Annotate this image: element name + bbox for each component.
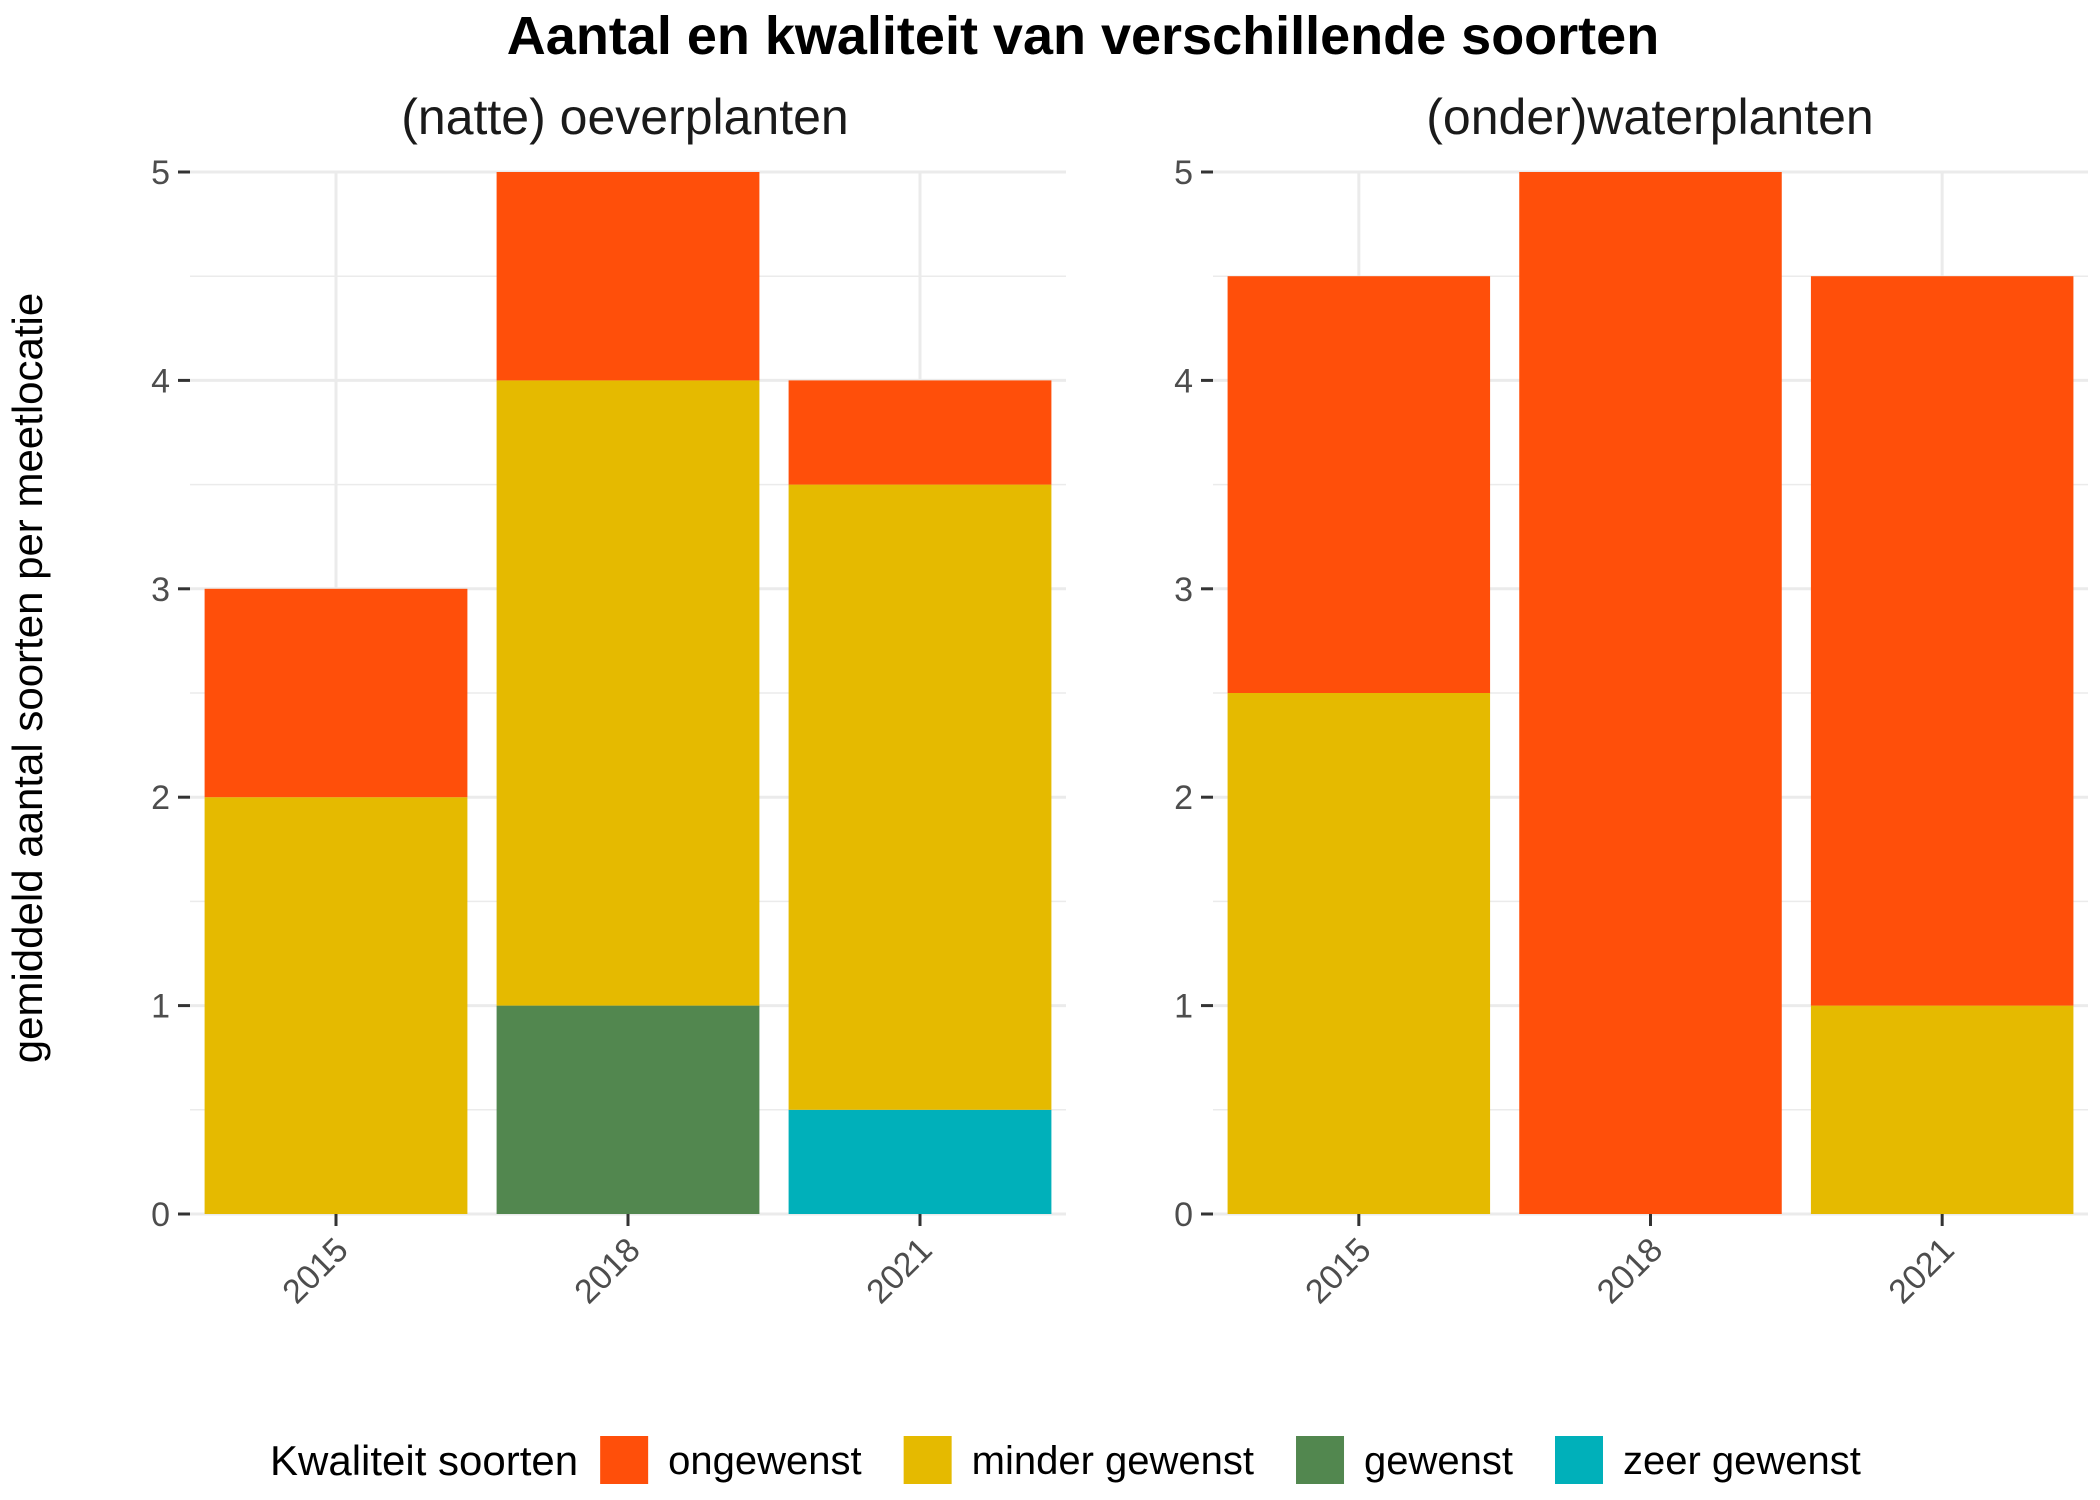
bar-segment-minder-gewenst <box>204 797 468 1214</box>
y-tick-label: 4 <box>1174 362 1193 400</box>
bar-segment-ongewenst <box>788 380 1052 485</box>
legend-swatch <box>1296 1436 1345 1484</box>
facet-title: (natte) oeverplanten <box>401 89 849 145</box>
bar-segment-minder-gewenst <box>1810 1005 2074 1214</box>
y-tick-label: 1 <box>151 988 170 1026</box>
legend-item: minder gewenst <box>903 1436 1254 1484</box>
x-tick-label: 2015 <box>275 1231 355 1311</box>
x-tick-label: 2015 <box>1298 1231 1378 1311</box>
y-tick-label: 3 <box>151 571 170 609</box>
chart-title: Aantal en kwaliteit van verschillende so… <box>507 6 1659 66</box>
legend: Kwaliteit soorten ongewenst minder gewens… <box>270 1436 1861 1484</box>
legend-title: Kwaliteit soorten <box>270 1437 578 1484</box>
y-tick-label: 0 <box>151 1196 170 1234</box>
y-axis-title: gemiddeld aantal soorten per meetlocatie <box>4 293 51 1063</box>
y-tick-label: 5 <box>1174 154 1193 192</box>
y-tick-label: 1 <box>1174 988 1193 1026</box>
y-tick-label: 2 <box>151 779 170 817</box>
y-tick-label: 5 <box>151 154 170 192</box>
bar-segment-ongewenst <box>1810 276 2074 1006</box>
y-tick-label: 0 <box>1174 1196 1193 1234</box>
x-tick-label: 2021 <box>859 1231 939 1311</box>
bar-segment-ongewenst <box>1519 172 1782 1214</box>
facet-panel: (natte) oeverplanten 0 1 2 3 4 5 2015 2018 2021 <box>151 89 1066 1311</box>
y-tick-label: 3 <box>1174 571 1193 609</box>
x-tick-label: 2021 <box>1881 1231 1961 1311</box>
x-tick-label: 2018 <box>1590 1231 1670 1311</box>
y-tick-label: 2 <box>1174 779 1193 817</box>
bar-segment-ongewenst <box>496 172 760 381</box>
legend-item: gewenst <box>1296 1436 1513 1484</box>
y-tick-label: 4 <box>151 362 170 400</box>
bar-segment-gewenst <box>496 1005 760 1214</box>
bar-segment-zeer-gewenst <box>788 1109 1052 1214</box>
bar-segment-minder-gewenst <box>788 484 1052 1110</box>
legend-swatch <box>903 1436 952 1484</box>
facet-panel: (onder)waterplanten 0 1 2 3 4 5 2015 2018 2021 <box>1174 89 2088 1311</box>
legend-label: minder gewenst <box>972 1439 1254 1483</box>
legend-swatch <box>600 1436 649 1484</box>
bar-segment-minder-gewenst <box>496 380 760 1006</box>
legend-label: gewenst <box>1364 1439 1513 1483</box>
legend-label: ongewenst <box>668 1439 861 1483</box>
bar-segment-ongewenst <box>1227 276 1491 693</box>
legend-swatch <box>1555 1436 1603 1484</box>
legend-item: zeer gewenst <box>1555 1436 1861 1484</box>
bar-segment-minder-gewenst <box>1227 693 1491 1214</box>
x-tick-label: 2018 <box>567 1231 647 1311</box>
legend-item: ongewenst <box>600 1436 862 1484</box>
legend-label: zeer gewenst <box>1623 1439 1861 1483</box>
facet-title: (onder)waterplanten <box>1426 89 1874 145</box>
bar-segment-ongewenst <box>204 588 468 798</box>
